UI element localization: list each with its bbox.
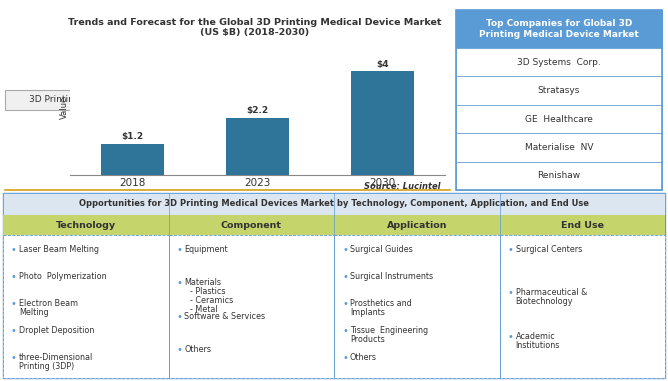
Text: •: • — [342, 272, 348, 282]
Text: Printing (3DP): Printing (3DP) — [19, 362, 74, 371]
Text: Top Companies for Global 3D
Printing Medical Device Market: Top Companies for Global 3D Printing Med… — [479, 19, 639, 39]
Text: Surgical Instruments: Surgical Instruments — [350, 272, 433, 281]
Text: •: • — [176, 345, 182, 355]
Text: •: • — [176, 278, 182, 288]
Bar — [500, 235, 665, 378]
Text: $2.2: $2.2 — [246, 106, 269, 115]
Text: GE  Healthcare: GE Healthcare — [525, 115, 593, 123]
Text: Materialise  NV: Materialise NV — [525, 143, 593, 152]
Text: End Use: End Use — [560, 221, 604, 229]
Text: •: • — [508, 332, 514, 342]
Bar — [5, 90, 210, 110]
Text: Trends and Forecast for the Global 3D Printing Medical Device Market
(US $B) (20: Trends and Forecast for the Global 3D Pr… — [68, 18, 442, 37]
Text: Technology: Technology — [55, 221, 116, 229]
Text: Renishaw: Renishaw — [538, 171, 580, 180]
Text: Electron Beam: Electron Beam — [19, 299, 78, 308]
Text: •: • — [342, 326, 348, 336]
Bar — [3, 193, 665, 378]
Text: •: • — [11, 299, 17, 309]
Text: - Ceramics: - Ceramics — [190, 296, 234, 305]
Text: Component: Component — [220, 221, 282, 229]
Bar — [456, 162, 662, 190]
Text: Application: Application — [387, 221, 447, 229]
Text: Academic: Academic — [516, 332, 555, 341]
Text: 3D Printing Medical Device Market: 3D Printing Medical Device Market — [29, 96, 186, 104]
Text: 3D Systems  Corp.: 3D Systems Corp. — [517, 58, 601, 67]
Text: three-Dimensional: three-Dimensional — [19, 353, 94, 362]
Bar — [456, 10, 662, 48]
Bar — [456, 105, 662, 133]
Bar — [456, 133, 662, 162]
Bar — [500, 215, 665, 235]
Bar — [168, 215, 334, 235]
Bar — [102, 144, 164, 175]
Text: Tissue  Engineering: Tissue Engineering — [350, 326, 428, 335]
Text: - Plastics: - Plastics — [190, 287, 226, 296]
Text: Implants: Implants — [350, 308, 385, 317]
Bar — [3, 235, 168, 378]
Bar — [334, 215, 500, 235]
Text: Opportunities for 3D Printing Medical Devices Market by Technology, Component, A: Opportunities for 3D Printing Medical De… — [79, 200, 589, 208]
Text: $1.2: $1.2 — [122, 132, 144, 141]
Ellipse shape — [297, 84, 343, 102]
Text: $4: $4 — [376, 59, 389, 69]
Bar — [3, 215, 168, 235]
Text: - Metal: - Metal — [190, 305, 218, 314]
Text: Prosthetics and: Prosthetics and — [350, 299, 411, 308]
Text: Biotechnology: Biotechnology — [516, 297, 573, 306]
Bar — [351, 71, 413, 175]
Text: Software & Services: Software & Services — [184, 312, 266, 320]
Text: •: • — [508, 288, 514, 298]
Text: •: • — [11, 326, 17, 336]
Text: Photo  Polymerization: Photo Polymerization — [19, 272, 107, 281]
Bar — [168, 235, 334, 378]
Text: Others: Others — [350, 353, 377, 362]
Bar — [226, 118, 289, 175]
Bar — [334, 235, 500, 378]
Bar — [456, 48, 662, 77]
Text: Droplet Deposition: Droplet Deposition — [19, 326, 94, 335]
Text: •: • — [11, 245, 17, 255]
Text: Materials: Materials — [184, 278, 222, 287]
Text: Source: Lucintel: Source: Lucintel — [363, 182, 440, 191]
Text: Surgical Guides: Surgical Guides — [350, 245, 413, 254]
Text: Institutions: Institutions — [516, 341, 560, 350]
Y-axis label: Value: Value — [59, 96, 69, 119]
Text: •: • — [508, 245, 514, 255]
Text: •: • — [176, 245, 182, 255]
Text: •: • — [11, 272, 17, 282]
Text: •: • — [342, 245, 348, 255]
Text: +7%: +7% — [309, 88, 331, 98]
Text: •: • — [342, 353, 348, 363]
Text: Stratasys: Stratasys — [538, 86, 580, 95]
Text: Others: Others — [184, 345, 212, 354]
Text: Equipment: Equipment — [184, 245, 228, 254]
Text: •: • — [11, 353, 17, 363]
Bar — [3, 193, 665, 215]
Text: Pharmaceutical &: Pharmaceutical & — [516, 288, 587, 297]
Text: Surgical Centers: Surgical Centers — [516, 245, 582, 254]
Text: Laser Beam Melting: Laser Beam Melting — [19, 245, 99, 254]
Text: •: • — [342, 299, 348, 309]
Text: Melting: Melting — [19, 308, 49, 317]
Bar — [456, 77, 662, 105]
Text: •: • — [176, 312, 182, 322]
Bar — [456, 10, 662, 190]
Text: Products: Products — [350, 335, 385, 344]
